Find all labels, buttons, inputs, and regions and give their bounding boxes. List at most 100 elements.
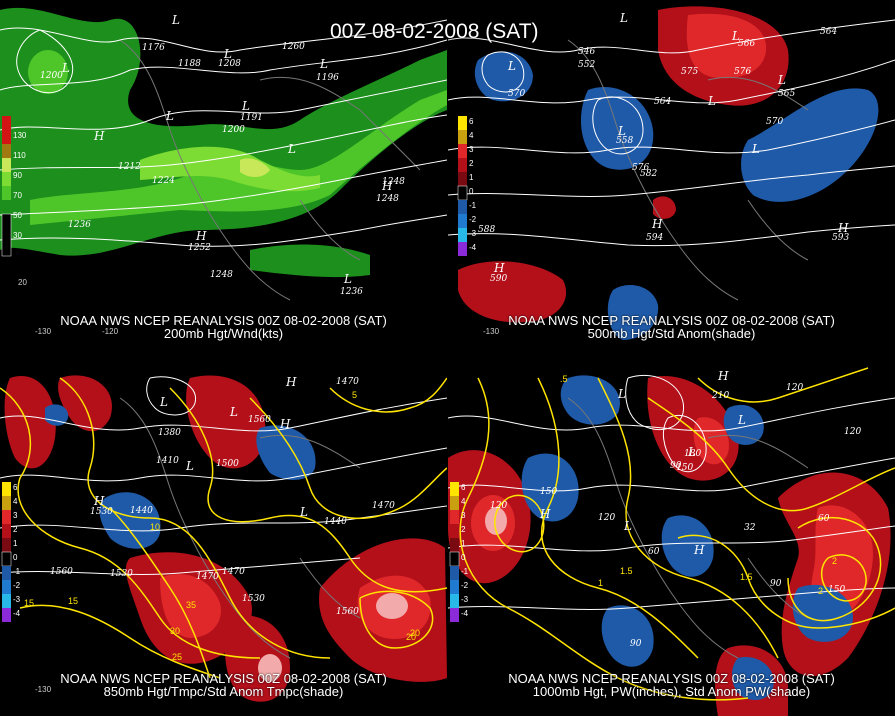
lat-label: 20 (18, 278, 27, 287)
contour-label: 1224 (152, 176, 175, 186)
scale-label: 50 (13, 211, 22, 220)
low-marker: L (777, 73, 786, 87)
height-contours (0, 376, 447, 575)
panel-caption: NOAA NWS NCEP REANALYSIS 00Z 08-02-2008 … (508, 671, 835, 686)
scale-label: 70 (13, 191, 22, 200)
low-marker: L (171, 13, 180, 27)
scale-label: -2 (469, 215, 477, 224)
contour-label: 1410 (156, 456, 179, 466)
jet-core-shading-2 (140, 146, 320, 192)
lon-label: -130 (35, 327, 52, 336)
color-scale (1, 482, 12, 622)
low-marker: L (731, 29, 740, 43)
contour-label: 1200 (222, 125, 245, 135)
contour-label: 588 (478, 225, 495, 235)
scale-label: -4 (469, 243, 477, 252)
high-marker: H (837, 221, 849, 235)
pw-label: 1.5 (740, 572, 753, 582)
contour-label: 120 (844, 427, 861, 437)
negative-anomaly-far-south (732, 657, 774, 700)
contour-label: 1248 (210, 270, 233, 280)
scale-label: 0 (13, 553, 18, 562)
scale-label: 3 (13, 511, 18, 520)
scale-label: -2 (13, 581, 21, 590)
contour-label: 90 (630, 639, 642, 649)
high-marker: H (279, 417, 291, 431)
color-scale (1, 116, 12, 257)
contour-label: 1236 (68, 220, 91, 230)
contour-label: 1470 (372, 501, 395, 511)
high-marker: H (493, 261, 505, 275)
color-scale (449, 482, 460, 622)
scale-label: 30 (13, 231, 22, 240)
negative-anomaly-north (560, 375, 620, 425)
high-marker: H (381, 179, 393, 193)
contour-label: 1252 (188, 243, 211, 253)
scale-label: 6 (461, 483, 466, 492)
low-marker: L (61, 61, 70, 75)
positive-anomaly-core (160, 574, 221, 638)
contour-label: 1260 (282, 42, 305, 52)
negative-anomaly-ne (256, 425, 316, 480)
low-marker: L (343, 272, 352, 286)
temp-label: 20 (406, 632, 416, 642)
low-marker: L (623, 519, 632, 533)
temp-label: 20 (410, 628, 420, 638)
scale-label: 2 (469, 159, 474, 168)
pw-contours (459, 367, 895, 701)
scale-label: 4 (469, 131, 474, 140)
scale-label: -3 (461, 595, 469, 604)
lon-label: -130 (483, 327, 500, 336)
contour-label: 90 (770, 579, 782, 589)
contour-label: 566 (738, 39, 755, 49)
contour-label: 576 (632, 163, 649, 173)
contour-label: 546 (578, 47, 595, 57)
jet-core-shading (30, 90, 447, 225)
contour-label: 1530 (90, 507, 113, 517)
contour-label: 32 (744, 523, 756, 533)
coastline (567, 39, 809, 301)
contour-label: 150 (540, 487, 557, 497)
contour-label: 593 (832, 233, 849, 243)
panel-caption: NOAA NWS NCEP REANALYSIS 00Z 08-02-2008 … (60, 313, 387, 328)
contour-label: 1440 (130, 506, 153, 516)
high-marker: H (717, 369, 729, 383)
scale-label: -3 (13, 595, 21, 604)
low-marker: L (687, 445, 696, 459)
contour-label: 90 (670, 461, 682, 471)
scale-label: -1 (13, 567, 21, 576)
scale-label: 6 (13, 483, 18, 492)
contour-label: 576 (734, 67, 751, 77)
panel-200mb: 130 110 90 70 50 30 L L L L L L L H H H … (0, 0, 447, 358)
jet-shading-west-core (28, 50, 68, 94)
negative-anomaly-south (601, 605, 654, 667)
map-1000mb: 6 4 3 2 1 0 -1 -2 -3 -4 L L L L H H H 12… (448, 367, 895, 716)
contour-label: 120 (786, 383, 803, 393)
temp-label: 15 (24, 598, 34, 608)
map-850mb: 6 4 3 2 1 0 -1 -2 -3 -4 L L L L H H H 13… (0, 375, 447, 702)
scale-label: 1 (461, 539, 466, 548)
temp-label: 25 (172, 652, 182, 662)
contour-label: 1560 (248, 415, 271, 425)
low-marker: L (287, 142, 296, 156)
negative-anomaly-center (661, 515, 714, 577)
contour-label: 1176 (142, 43, 165, 53)
contour-label: 570 (766, 117, 783, 127)
low-marker: L (737, 413, 746, 427)
contour-label: 1212 (118, 162, 141, 172)
low-marker: L (617, 124, 626, 138)
contour-label: 1560 (50, 567, 73, 577)
contour-label: 570 (508, 89, 525, 99)
scale-label: 0 (469, 187, 474, 196)
high-marker: H (93, 494, 105, 508)
pw-label: 2 (832, 556, 837, 566)
scale-label: -4 (461, 609, 469, 618)
panel-subcaption: 200mb Hgt/Wnd(kts) (163, 326, 284, 341)
pw-label: 1 (598, 578, 603, 588)
high-marker: H (195, 229, 207, 243)
scale-label: 6 (469, 117, 474, 126)
contour-label: 1560 (336, 607, 359, 617)
low-marker: L (165, 109, 174, 123)
positive-anomaly (4, 376, 56, 469)
scale-label: 1 (13, 539, 18, 548)
